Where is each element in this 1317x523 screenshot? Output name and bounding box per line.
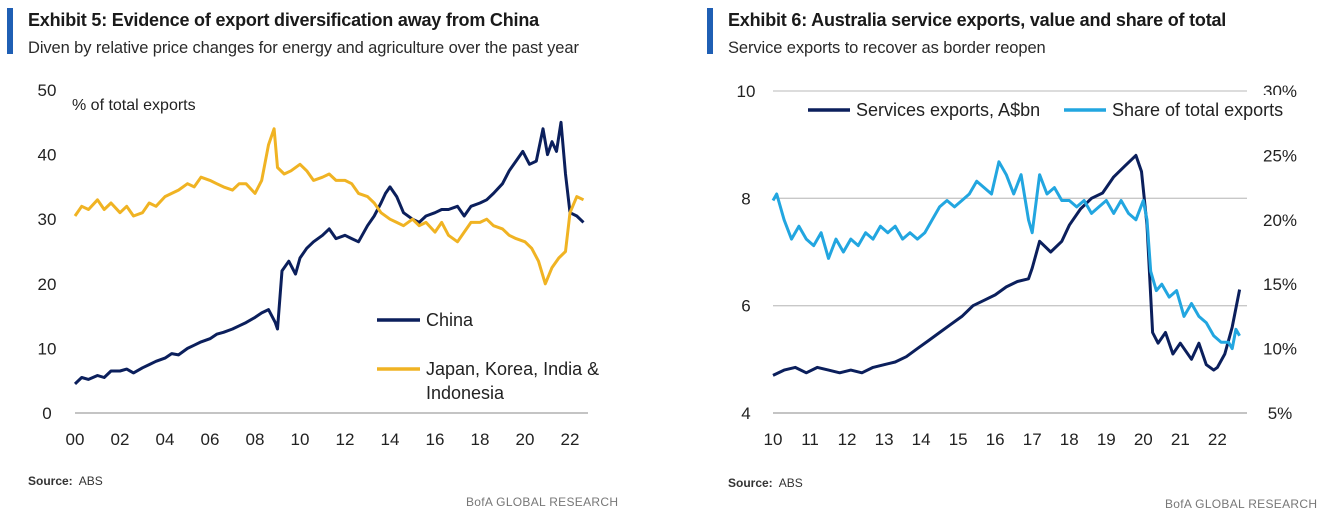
exhibit-5-chart: 0 10 20 30 40 50 00 02 04 06 08 10 12 14 16 18 20 22 % of … [38, 81, 600, 449]
exhibit-5-brand: BofA GLOBAL RESEARCH [466, 495, 619, 509]
x-tick-label: 20 [1134, 430, 1153, 449]
x-tick-label: 10 [291, 430, 310, 449]
y-tick-label: 6 [741, 297, 750, 316]
series-line-china [73, 120, 585, 385]
exhibit-5-title: Exhibit 5: Evidence of export diversific… [28, 10, 539, 30]
exhibit-6-source-label: Source: [728, 476, 773, 490]
x-tick-label: 10 [764, 430, 783, 449]
y2-tick-label: 15% [1263, 275, 1297, 294]
x-tick-label: 14 [912, 430, 931, 449]
legend-label-jkii-line1: Japan, Korea, India & [426, 359, 599, 379]
y-tick-label: 0 [42, 404, 51, 423]
exhibit-5-panel: Exhibit 5: Evidence of export diversific… [0, 0, 640, 523]
y-tick-label: 10 [38, 339, 57, 358]
y-axis-label: % of total exports [72, 97, 196, 114]
x-tick-label: 04 [156, 430, 175, 449]
x-tick-label: 22 [1208, 430, 1227, 449]
x-tick-label: 18 [471, 430, 490, 449]
exhibit-6-subtitle: Service exports to recover as border reo… [728, 39, 1046, 57]
x-tick-label: 17 [1023, 430, 1042, 449]
exhibit-6-accent-bar [707, 8, 713, 54]
exhibit-5-accent-bar [7, 8, 13, 54]
exhibit-6-legend: Services exports, A$bn Share of total exp… [800, 95, 1290, 123]
y2-tick-label: 5% [1268, 404, 1293, 423]
legend-label-china: China [426, 310, 474, 330]
exhibit-5-axes: 0 10 20 30 40 50 00 02 04 06 08 10 12 14 16 18 20 22 % of … [38, 81, 588, 449]
x-tick-label: 02 [111, 430, 130, 449]
x-tick-label: 20 [516, 430, 535, 449]
series-line-japan-korea-india-indonesia [73, 127, 585, 286]
y2-tick-label: 10% [1263, 340, 1297, 359]
exhibit-5-legend: China Japan, Korea, India & Indonesia [377, 310, 599, 403]
x-tick-label: 14 [381, 430, 400, 449]
y-tick-label: 30 [38, 210, 57, 229]
y-tick-label: 40 [38, 146, 57, 165]
exhibit-6-title: Exhibit 6: Australia service exports, va… [728, 10, 1227, 30]
y-tick-label: 50 [38, 81, 57, 100]
exhibit-6-lines [771, 153, 1242, 377]
x-tick-label: 06 [201, 430, 220, 449]
legend-background [800, 95, 1290, 123]
x-tick-label: 22 [561, 430, 580, 449]
legend-label-jkii-line2: Indonesia [426, 383, 505, 403]
exhibit-5-source-label: Source: [28, 474, 73, 488]
exhibit-6-panel: Exhibit 6: Australia service exports, va… [700, 0, 1317, 523]
y-tick-label: 8 [741, 189, 750, 208]
exhibit-6-brand: BofA GLOBAL RESEARCH [1165, 497, 1317, 511]
exhibit-6-source: Source: ABS [728, 476, 803, 490]
x-tick-label: 12 [838, 430, 857, 449]
x-tick-label: 11 [801, 430, 819, 449]
x-tick-label: 12 [336, 430, 355, 449]
series-line-share-of-total-exports [771, 160, 1241, 351]
exhibit-5-source-value: ABS [78, 474, 103, 488]
exhibit-5-subtitle: Diven by relative price changes for ener… [28, 39, 579, 57]
x-tick-label: 15 [949, 430, 968, 449]
y2-tick-label: 20% [1263, 211, 1297, 230]
x-tick-label: 19 [1097, 430, 1116, 449]
x-tick-label: 18 [1060, 430, 1079, 449]
series-line-services-exports-a-bn [772, 153, 1242, 377]
x-tick-label: 21 [1171, 430, 1190, 449]
x-tick-label: 16 [986, 430, 1005, 449]
legend-label-services-exports: Services exports, A$bn [856, 100, 1040, 120]
y2-tick-label: 25% [1263, 146, 1297, 165]
y-tick-label: 4 [741, 404, 750, 423]
exhibit-6-source-value: ABS [778, 476, 803, 490]
exhibit-5-source: Source: ABS [28, 474, 103, 488]
exhibit-5-lines [73, 120, 585, 385]
x-tick-label: 00 [66, 430, 85, 449]
y-tick-label: 20 [38, 275, 57, 294]
y-tick-label: 10 [737, 82, 756, 101]
x-tick-label: 16 [426, 430, 445, 449]
legend-label-share-total: Share of total exports [1112, 100, 1283, 120]
x-tick-label: 08 [246, 430, 265, 449]
x-tick-label: 13 [875, 430, 894, 449]
